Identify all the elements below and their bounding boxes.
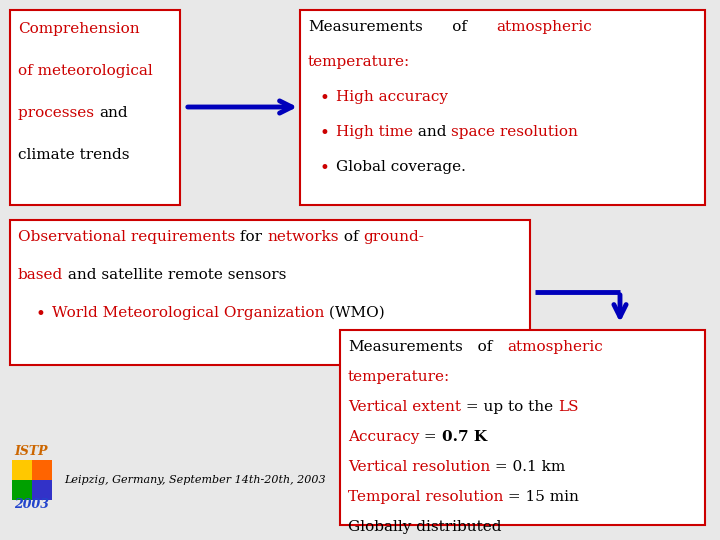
Text: Globally distributed: Globally distributed (348, 520, 502, 534)
Text: and: and (413, 125, 451, 139)
Text: High time: High time (336, 125, 413, 139)
Text: climate trends: climate trends (18, 148, 130, 162)
Text: Vertical extent: Vertical extent (348, 400, 461, 414)
Text: 2003: 2003 (14, 498, 49, 511)
Text: Vertical resolution: Vertical resolution (348, 460, 490, 474)
Text: of meteorological: of meteorological (18, 64, 153, 78)
Text: = 15 min: = 15 min (503, 490, 580, 504)
Text: Global coverage.: Global coverage. (336, 160, 466, 174)
Text: Measurements: Measurements (348, 340, 463, 354)
Text: for: for (235, 230, 267, 244)
Text: Temporal resolution: Temporal resolution (348, 490, 503, 504)
Text: Measurements: Measurements (308, 20, 423, 34)
Text: = up to the: = up to the (461, 400, 558, 414)
Text: networks: networks (267, 230, 338, 244)
Text: and satellite remote sensors: and satellite remote sensors (63, 268, 287, 282)
Text: and: and (99, 106, 127, 120)
Text: ground-: ground- (363, 230, 424, 244)
Bar (300, 10, 705, 205)
Text: •: • (320, 125, 330, 142)
Text: •: • (320, 160, 330, 177)
Text: = 0.1 km: = 0.1 km (490, 460, 565, 474)
Text: atmospheric: atmospheric (496, 20, 592, 34)
Text: Leipzig, Germany, September 14th-20th, 2003: Leipzig, Germany, September 14th-20th, 2… (64, 475, 325, 485)
Text: World Meteorological Organization: World Meteorological Organization (52, 306, 325, 320)
Text: of: of (338, 230, 363, 244)
Text: 0.7 K: 0.7 K (442, 430, 487, 444)
Text: LS: LS (558, 400, 578, 414)
Text: =: = (419, 430, 442, 444)
Text: processes: processes (18, 106, 99, 120)
Text: atmospheric: atmospheric (507, 340, 603, 354)
Text: •: • (320, 90, 330, 107)
Text: temperature:: temperature: (348, 370, 450, 384)
Text: •: • (36, 306, 46, 323)
Text: Comprehension: Comprehension (18, 22, 140, 36)
Text: of: of (423, 20, 496, 34)
Text: Accuracy: Accuracy (348, 430, 419, 444)
Text: Observational requirements: Observational requirements (18, 230, 235, 244)
Text: space resolution: space resolution (451, 125, 578, 139)
Text: High accuracy: High accuracy (336, 90, 448, 104)
Bar (340, 330, 705, 525)
Text: of: of (463, 340, 507, 354)
Bar (10, 10, 180, 205)
Text: (WMO): (WMO) (325, 306, 385, 320)
Text: ISTP: ISTP (14, 445, 48, 458)
Bar (10, 220, 530, 365)
Text: based: based (18, 268, 63, 282)
Text: temperature:: temperature: (308, 55, 410, 69)
